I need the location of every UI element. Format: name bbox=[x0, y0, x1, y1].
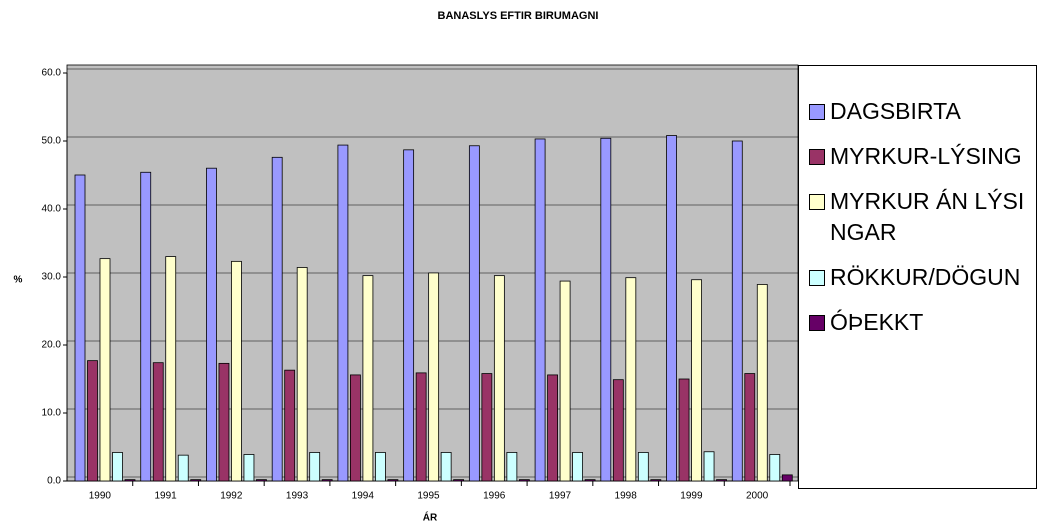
bar bbox=[440, 452, 452, 482]
bar bbox=[691, 279, 702, 482]
x-tick-label: 1999 bbox=[680, 491, 703, 502]
bar bbox=[140, 171, 152, 482]
bar bbox=[731, 140, 743, 482]
bar bbox=[506, 452, 518, 482]
y-tick-label: 30.0 bbox=[42, 272, 62, 283]
bar bbox=[256, 479, 267, 482]
y-tick-label: 50.0 bbox=[42, 136, 62, 147]
bar bbox=[387, 479, 399, 482]
legend-label: MYRKUR-LÝSING bbox=[830, 143, 1022, 169]
x-axis-label: ÁR bbox=[423, 511, 438, 524]
bar bbox=[559, 280, 571, 482]
bar bbox=[534, 138, 546, 482]
bar bbox=[650, 479, 662, 482]
x-tick-label: 1994 bbox=[352, 491, 375, 502]
legend-swatch bbox=[809, 270, 825, 286]
y-tick-label: 60.0 bbox=[42, 68, 62, 79]
legend-label: DAGSBIRTA bbox=[830, 98, 961, 124]
bar bbox=[518, 479, 530, 482]
bar bbox=[678, 378, 690, 482]
bar bbox=[243, 454, 255, 482]
bar bbox=[572, 452, 583, 482]
bar bbox=[756, 284, 768, 482]
bar bbox=[99, 258, 111, 482]
chart-title: BANASLYS EFTIR BIRUMAGNI bbox=[438, 10, 599, 22]
y-tick-label: 0.0 bbox=[47, 476, 61, 487]
legend-label: RÖKKUR/DÖGUN bbox=[830, 264, 1021, 290]
bar bbox=[769, 454, 781, 482]
x-tick-label: 1998 bbox=[615, 491, 638, 502]
bar bbox=[625, 277, 637, 482]
bar bbox=[584, 479, 596, 482]
legend-label: ÓÞEKKT bbox=[830, 309, 924, 335]
bar bbox=[350, 374, 361, 482]
bar bbox=[493, 275, 505, 482]
legend-label: MYRKUR ÁN LÝSINGAR bbox=[830, 188, 1025, 245]
bar bbox=[231, 260, 242, 482]
legend-swatch bbox=[809, 104, 825, 120]
y-tick-label: 40.0 bbox=[42, 204, 62, 215]
bar bbox=[403, 149, 415, 482]
bar bbox=[74, 174, 86, 482]
bar bbox=[112, 452, 123, 482]
x-tick-label: 1993 bbox=[286, 491, 309, 502]
bar bbox=[321, 479, 333, 482]
bar bbox=[716, 479, 727, 482]
bar bbox=[428, 272, 440, 482]
bar bbox=[190, 479, 202, 482]
bar bbox=[87, 360, 98, 482]
bar bbox=[637, 452, 649, 482]
bar bbox=[165, 256, 177, 482]
legend-swatch bbox=[809, 315, 825, 331]
bar bbox=[309, 452, 321, 482]
bar bbox=[124, 479, 136, 482]
bar bbox=[337, 144, 349, 482]
legend-item: MYRKUR ÁN LÝSINGAR bbox=[809, 186, 1030, 248]
bar bbox=[703, 451, 715, 482]
y-tick-label: 20.0 bbox=[42, 340, 62, 351]
legend-item: MYRKUR-LÝSING bbox=[809, 141, 1030, 172]
x-tick-label: 1991 bbox=[154, 491, 177, 502]
x-tick-label: 1996 bbox=[483, 491, 506, 502]
x-tick-label: 1995 bbox=[417, 491, 440, 502]
x-tick-label: 2000 bbox=[746, 491, 769, 502]
bar bbox=[781, 474, 793, 482]
bar bbox=[177, 454, 189, 482]
bar bbox=[375, 452, 386, 482]
bar bbox=[206, 167, 217, 482]
x-tick-label: 1990 bbox=[89, 491, 112, 502]
bar bbox=[152, 362, 164, 482]
bar bbox=[547, 374, 558, 482]
legend-item: DAGSBIRTA bbox=[809, 96, 1030, 127]
legend-swatch bbox=[809, 149, 825, 165]
x-tick-label: 1997 bbox=[549, 491, 572, 502]
legend: DAGSBIRTA MYRKUR-LÝSING MYRKUR ÁN LÝSINGAR… bbox=[798, 65, 1037, 489]
x-tick-label: 1992 bbox=[220, 491, 243, 502]
bar bbox=[468, 145, 480, 482]
bar bbox=[744, 373, 756, 482]
bar bbox=[600, 137, 612, 482]
bar bbox=[362, 275, 374, 482]
bar bbox=[612, 379, 624, 482]
y-axis-label: % bbox=[14, 275, 23, 286]
bar bbox=[453, 479, 465, 482]
bar bbox=[218, 362, 230, 482]
legend-item: ÓÞEKKT bbox=[809, 307, 1030, 338]
bar bbox=[481, 373, 493, 482]
bar bbox=[271, 156, 283, 482]
bar bbox=[296, 267, 308, 482]
bar bbox=[666, 135, 677, 482]
legend-item: RÖKKUR/DÖGUN bbox=[809, 262, 1030, 293]
bar bbox=[284, 369, 296, 482]
y-tick-label: 10.0 bbox=[42, 408, 62, 419]
legend-swatch bbox=[809, 194, 825, 210]
bar bbox=[415, 372, 427, 482]
